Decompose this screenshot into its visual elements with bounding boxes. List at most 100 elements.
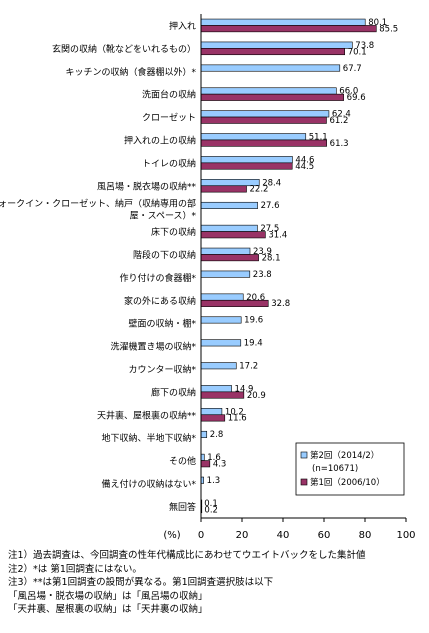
- value-label-series-2: 70.1: [348, 47, 367, 57]
- category-label: 風呂場・脱衣場の収納**: [97, 180, 197, 192]
- value-label-series-2: 31.4: [268, 230, 287, 240]
- bar-series-2: [200, 93, 344, 101]
- value-label-series-2: 28.1: [262, 253, 281, 263]
- value-label-series-1: 0.1: [204, 499, 218, 509]
- category-label-line: トイレの収納: [142, 157, 196, 169]
- bar-series-2: [200, 414, 226, 422]
- category-label: 玄関の収納（靴などをいれるもの）: [52, 43, 196, 55]
- category-label-line: クローゼット: [142, 112, 196, 124]
- category-label-line: 床下の収納: [151, 226, 196, 238]
- value-label-series-2: 44.5: [295, 162, 314, 172]
- bar-series-1: [200, 133, 307, 141]
- category-label: 無回答: [169, 501, 196, 513]
- bar-series-2: [200, 231, 266, 239]
- value-label-series-1: 44.6: [295, 155, 314, 165]
- category-label-line: 天井裏、屋根裏の収納**: [97, 409, 197, 421]
- value-label-series-1: 73.8: [355, 41, 374, 51]
- value-label-series-1: 1.6: [207, 453, 221, 463]
- value-label-series-1: 19.6: [244, 316, 263, 326]
- bar-series-1: [200, 430, 208, 438]
- category-label-line: 玄関の収納（靴などをいれるもの）: [52, 43, 196, 55]
- bar-series-1: [200, 110, 330, 118]
- value-label-series-2: 4.3: [213, 459, 227, 469]
- value-label-series-2: 32.8: [271, 299, 290, 309]
- bar-series-1: [200, 339, 242, 347]
- value-label-series-2: 69.6: [347, 93, 366, 103]
- bar-series-2: [200, 162, 293, 170]
- category-label: 地下収納、半地下収納*: [101, 432, 196, 444]
- value-label-series-1: 80.1: [368, 18, 387, 28]
- value-label-series-1: 1.3: [207, 476, 221, 486]
- category-label: キッチンの収納（食器棚以外）*: [65, 66, 196, 78]
- category-label-line: 無回答: [169, 501, 196, 513]
- category-label: 廊下の収納: [151, 386, 196, 398]
- value-label-series-1: 28.4: [262, 178, 281, 188]
- legend-note: (n=10671): [312, 464, 358, 474]
- value-label-series-1: 67.7: [343, 64, 362, 74]
- category-label: 家の外にある収納: [124, 295, 196, 307]
- bar-series-1: [200, 156, 293, 164]
- legend-swatch-series-2: [300, 478, 308, 486]
- bar-series-2: [200, 25, 377, 33]
- legend: 第2回（2014/2） (n=10671) 第1回（2006/10）: [295, 442, 405, 496]
- bar-series-1: [200, 87, 337, 95]
- value-label-series-1: 66.0: [339, 87, 358, 97]
- value-label-series-1: 2.8: [210, 430, 224, 440]
- value-label-series-2: 61.2: [329, 116, 348, 126]
- category-label-line: 押入れ: [169, 20, 196, 32]
- category-label-line: 地下収納、半地下収納*: [101, 432, 196, 444]
- x-tick-label: 20: [236, 530, 249, 541]
- category-label: 洗濯機置き場の収納*: [110, 341, 196, 353]
- x-tick-label: 0: [198, 530, 204, 541]
- category-label: トイレの収納: [142, 157, 196, 169]
- bar-series-1: [200, 224, 258, 232]
- value-label-series-2: 85.5: [379, 24, 398, 34]
- footnote-5: 「天井裏、屋根裏の収納」は「天井裏の収納」: [8, 604, 208, 616]
- x-tick-label: 60: [318, 530, 331, 541]
- value-label-series-1: 23.8: [253, 270, 272, 280]
- value-label-series-2: 11.6: [228, 414, 247, 424]
- category-label: 洗面台の収納: [142, 89, 196, 101]
- category-label-line: 備え付けの収納はない*: [101, 478, 196, 490]
- bar-series-1: [200, 41, 353, 49]
- value-label-series-2: 0.2: [204, 505, 218, 515]
- category-label-line: 屋・スペース）*: [130, 211, 197, 222]
- bar-series-2: [200, 185, 247, 193]
- footnote-3: 注3）**は第1回調査の設問が異なる。第1回調査選択肢は以下: [8, 577, 274, 589]
- value-label-series-1: 62.4: [332, 110, 351, 120]
- bar-series-1: [200, 362, 237, 370]
- bar-series-1: [200, 316, 242, 324]
- category-label: 階段の下の収納: [133, 249, 196, 261]
- category-label: 床下の収納: [151, 226, 196, 238]
- bar-series-1: [200, 18, 366, 26]
- value-label-series-2: 61.3: [330, 139, 349, 149]
- value-label-series-1: 19.4: [244, 339, 263, 349]
- bar-series-1: [200, 385, 232, 393]
- category-label-line: キッチンの収納（食器棚以外）*: [65, 66, 196, 78]
- value-label-series-1: 51.1: [309, 132, 328, 142]
- category-label-line: 洗濯機置き場の収納*: [110, 341, 196, 353]
- bar-series-1: [200, 408, 223, 416]
- category-label-line: 廊下の収納: [151, 386, 196, 398]
- bar-series-2: [200, 254, 259, 262]
- value-label-series-1: 10.2: [225, 407, 244, 417]
- value-label-series-2: 22.2: [250, 185, 269, 195]
- category-label-line: その他: [169, 455, 196, 467]
- bar-series-1: [200, 270, 251, 278]
- bar-series-1: [200, 201, 258, 209]
- category-label-line: 洗面台の収納: [142, 89, 196, 101]
- bar-series-1: [200, 247, 251, 255]
- value-label-series-1: 27.5: [260, 224, 279, 234]
- footnotes: 注1）過去調査は、今回調査の性年代構成比にあわせてウエイトバックをした集計値 注…: [8, 549, 426, 617]
- category-label: 壁面の収納・棚*: [128, 318, 196, 330]
- x-tick-label: 80: [359, 530, 372, 541]
- x-axis-label: (%): [163, 530, 180, 541]
- category-label-line: 風呂場・脱衣場の収納**: [97, 180, 197, 192]
- category-label-line: 階段の下の収納: [133, 249, 196, 261]
- category-label: 備え付けの収納はない*: [101, 478, 196, 490]
- category-label: 押入れの上の収納: [124, 134, 196, 146]
- category-label: 天井裏、屋根裏の収納**: [97, 409, 197, 421]
